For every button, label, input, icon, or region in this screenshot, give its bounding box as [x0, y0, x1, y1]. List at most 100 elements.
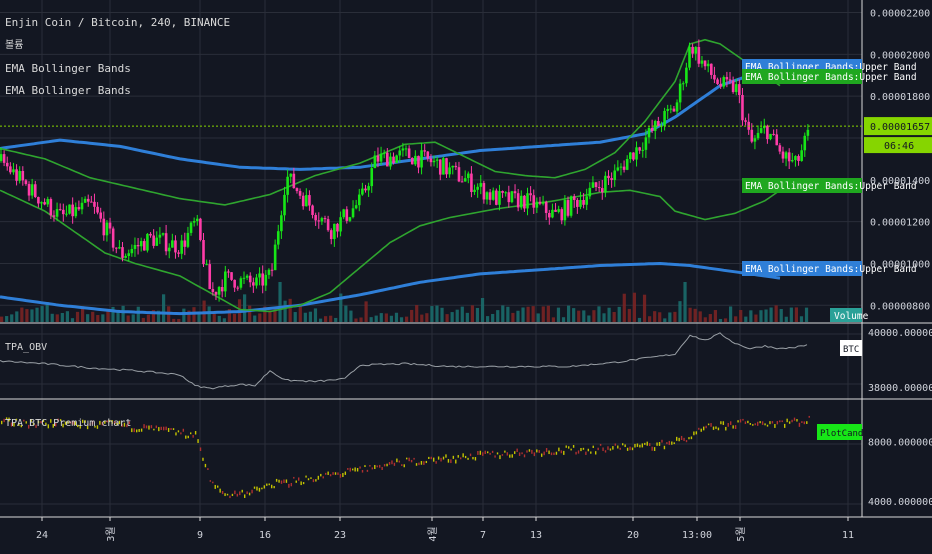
- candle-body: [298, 191, 302, 196]
- premium-candle: [217, 485, 219, 488]
- price-axis-tick: 0.00000800: [870, 301, 930, 312]
- premium-axis-tick: 4000.00000000: [868, 497, 932, 508]
- candle-body: [756, 132, 760, 139]
- premium-candle: [538, 450, 540, 453]
- volume-bar: [369, 317, 373, 322]
- candle-body: [382, 152, 386, 154]
- candle-body: [604, 175, 607, 193]
- volume-bar: [10, 314, 14, 322]
- band-label-box: [742, 178, 862, 193]
- premium-candle: [504, 450, 506, 453]
- candle-body: [716, 79, 719, 85]
- candle-body: [432, 160, 436, 163]
- premium-candle: [455, 459, 457, 464]
- candle-body: [33, 184, 37, 198]
- premium-candle: [418, 462, 420, 466]
- volume-bar: [217, 315, 221, 322]
- volume-bar: [374, 315, 378, 322]
- premium-candle: [307, 478, 310, 481]
- premium-candle: [617, 445, 619, 449]
- candle-body: [544, 201, 548, 213]
- candle-body: [121, 247, 124, 258]
- premium-candle: [354, 467, 356, 472]
- candle-body: [750, 129, 754, 142]
- premium-candle: [55, 423, 57, 427]
- volume-bar: [744, 316, 748, 322]
- premium-candle: [796, 419, 798, 422]
- volume-bar: [222, 318, 226, 322]
- band-label-box: [742, 261, 862, 276]
- premium-candle: [72, 421, 74, 425]
- premium-candle: [722, 421, 725, 425]
- ema-blue-lower-band: [0, 261, 781, 316]
- premium-candle: [509, 454, 511, 458]
- volume-bar: [739, 310, 743, 322]
- obv-title: TPA_OBV: [5, 342, 47, 353]
- premium-candle: [113, 421, 116, 425]
- premium-candle: [673, 442, 675, 445]
- volume-bar: [516, 310, 520, 322]
- volume-bar: [637, 317, 642, 322]
- premium-candle: [59, 419, 62, 422]
- premium-candle: [45, 422, 47, 426]
- candle-body: [438, 159, 442, 175]
- volume-bar: [40, 306, 44, 322]
- premium-candle: [553, 452, 555, 456]
- volume-title: 볼륨: [5, 40, 24, 51]
- candle-body: [40, 202, 43, 204]
- volume-bar: [668, 312, 672, 322]
- candle-body: [242, 277, 246, 279]
- premium-candle: [123, 422, 126, 427]
- candle-body: [367, 186, 370, 191]
- premium-candle: [261, 487, 263, 490]
- volume-bar: [708, 314, 712, 322]
- premium-candle: [558, 447, 560, 452]
- premium-candle: [592, 445, 594, 448]
- candle-body: [685, 67, 688, 84]
- candle-body: [778, 145, 782, 152]
- premium-candle: [140, 428, 143, 432]
- current-price-value: 0.00001657: [870, 122, 930, 133]
- premium-candle: [808, 415, 810, 418]
- volume-bar: [308, 311, 313, 322]
- premium-candle: [474, 457, 477, 461]
- premium-candle: [35, 424, 37, 428]
- volume-bar: [440, 307, 444, 322]
- premium-candle: [688, 437, 690, 440]
- candle-body: [174, 240, 177, 253]
- volume-bar: [70, 318, 75, 322]
- candle-body: [772, 133, 775, 135]
- symbol-title: Enjin Coin / Bitcoin, 240, BINANCE: [5, 16, 231, 29]
- premium-candle: [442, 456, 445, 460]
- volume-bar: [420, 314, 424, 322]
- premium-candle: [138, 429, 140, 432]
- candle-body: [738, 84, 741, 95]
- candle-body: [74, 207, 78, 217]
- volume-bar: [334, 317, 338, 322]
- volume-bar: [799, 316, 804, 322]
- premium-candle: [541, 453, 543, 457]
- volume-bar: [389, 315, 394, 322]
- premium-candle: [413, 457, 415, 460]
- premium-candle: [779, 420, 781, 423]
- premium-candle: [631, 447, 634, 451]
- volume-label-box: [830, 308, 862, 322]
- volume-bar: [187, 310, 191, 322]
- candle-body: [376, 155, 380, 162]
- indicator-title-1: EMA Bollinger Bands: [5, 62, 131, 75]
- premium-candle: [143, 424, 145, 429]
- volume-bar: [642, 294, 647, 322]
- premium-candle: [234, 490, 236, 495]
- premium-candle: [398, 460, 401, 463]
- candle-body: [516, 193, 520, 208]
- premium-candle: [401, 464, 403, 467]
- candle-body: [12, 169, 15, 173]
- candle-body: [308, 195, 311, 206]
- candle-body: [706, 63, 710, 67]
- premium-candle: [194, 431, 197, 435]
- premium-candle: [575, 451, 577, 455]
- candle-body: [314, 214, 317, 221]
- premium-candle: [776, 421, 779, 425]
- premium-candle: [383, 464, 386, 467]
